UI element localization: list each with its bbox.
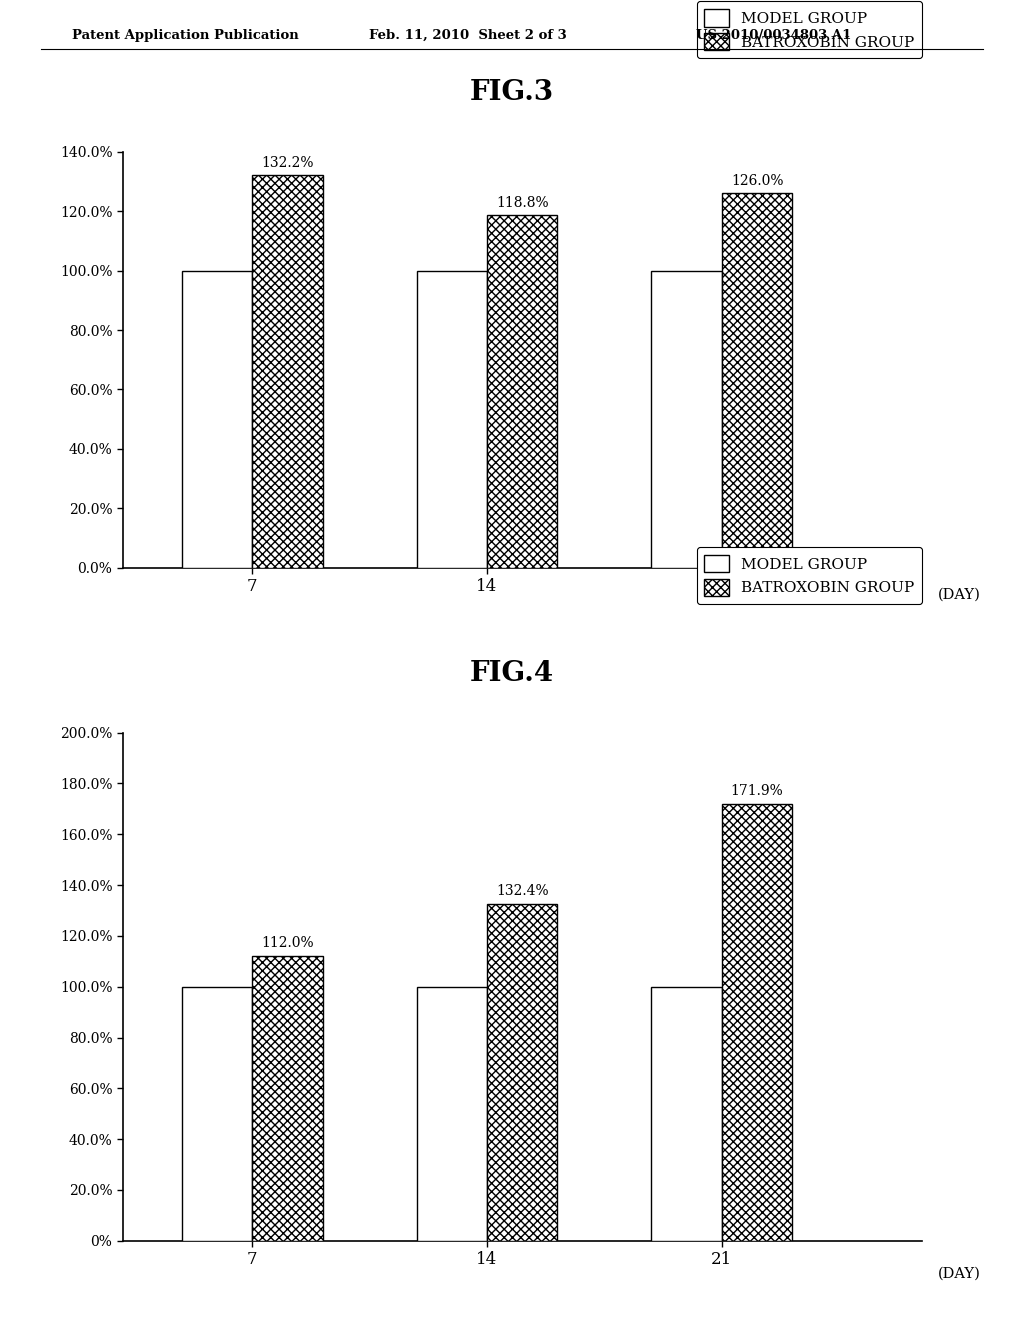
Bar bbox=[487, 215, 557, 568]
Text: FIG.3: FIG.3 bbox=[470, 79, 554, 106]
Bar bbox=[722, 194, 793, 568]
Text: 171.9%: 171.9% bbox=[731, 784, 783, 797]
Bar bbox=[181, 987, 252, 1241]
Bar bbox=[651, 271, 722, 568]
Bar bbox=[181, 271, 252, 568]
Text: (DAY): (DAY) bbox=[938, 587, 981, 602]
Text: 132.4%: 132.4% bbox=[496, 884, 549, 899]
Text: Feb. 11, 2010  Sheet 2 of 3: Feb. 11, 2010 Sheet 2 of 3 bbox=[369, 29, 566, 42]
Text: Patent Application Publication: Patent Application Publication bbox=[72, 29, 298, 42]
Text: 126.0%: 126.0% bbox=[731, 174, 783, 189]
Bar bbox=[252, 956, 323, 1241]
Legend: MODEL GROUP, BATROXOBIN GROUP: MODEL GROUP, BATROXOBIN GROUP bbox=[696, 1, 922, 58]
Bar bbox=[722, 804, 793, 1241]
Text: 118.8%: 118.8% bbox=[496, 195, 549, 210]
Bar bbox=[651, 987, 722, 1241]
Bar bbox=[417, 271, 487, 568]
Text: (DAY): (DAY) bbox=[938, 1267, 981, 1280]
Text: FIG.4: FIG.4 bbox=[470, 660, 554, 686]
Bar bbox=[417, 987, 487, 1241]
Text: 132.2%: 132.2% bbox=[261, 156, 313, 170]
Legend: MODEL GROUP, BATROXOBIN GROUP: MODEL GROUP, BATROXOBIN GROUP bbox=[696, 546, 922, 603]
Bar bbox=[487, 904, 557, 1241]
Text: 112.0%: 112.0% bbox=[261, 936, 313, 950]
Bar bbox=[252, 176, 323, 568]
Text: US 2010/0034803 A1: US 2010/0034803 A1 bbox=[696, 29, 852, 42]
